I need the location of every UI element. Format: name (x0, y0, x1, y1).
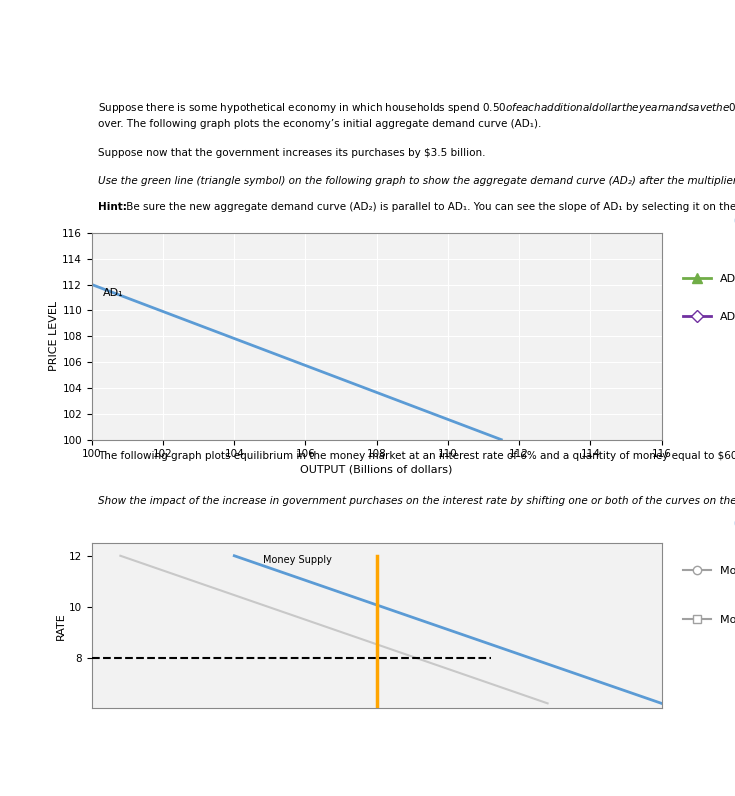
Text: Be sure the new aggregate demand curve (AD₂) is parallel to AD₁. You can see the: Be sure the new aggregate demand curve (… (123, 202, 735, 212)
Legend: Money Demand, Money Supply: Money Demand, Money Supply (678, 562, 735, 630)
Text: Money Supply: Money Supply (263, 556, 331, 565)
Text: Hint:: Hint: (98, 202, 126, 212)
Text: The following graph plots equilibrium in the money market at an interest rate of: The following graph plots equilibrium in… (98, 451, 735, 462)
Text: AD₁: AD₁ (103, 288, 123, 298)
Y-axis label: PRICE LEVEL: PRICE LEVEL (49, 301, 60, 371)
Text: Use the green line (triangle symbol) on the following graph to show the aggregat: Use the green line (triangle symbol) on … (98, 176, 735, 186)
Text: Show the impact of the increase in government purchases on the interest rate by : Show the impact of the increase in gover… (98, 496, 735, 505)
Text: Suppose now that the government increases its purchases by $3.5 billion.: Suppose now that the government increase… (98, 147, 485, 158)
Text: Suppose there is some hypothetical economy in which households spend $0.50 of ea: Suppose there is some hypothetical econo… (98, 101, 735, 115)
Text: over. The following graph plots the economy’s initial aggregate demand curve (AD: over. The following graph plots the econ… (98, 119, 541, 129)
Legend: AD₂, AD₃: AD₂, AD₃ (678, 269, 735, 326)
X-axis label: OUTPUT (Billions of dollars): OUTPUT (Billions of dollars) (301, 465, 453, 475)
Y-axis label: RATE: RATE (56, 612, 66, 640)
